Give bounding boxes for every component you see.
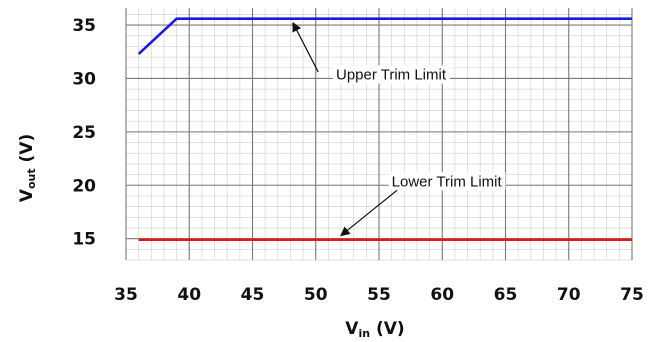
series-layer (137, 17, 632, 241)
x-tick-label: 55 (367, 285, 391, 305)
y-tick-label: 20 (72, 176, 96, 196)
annotation-arrow-upper (292, 21, 319, 73)
y-tick-label: 15 (72, 230, 96, 250)
x-tick-label: 60 (430, 285, 454, 305)
x-tick-label: 40 (177, 285, 201, 305)
annotation-label-bg-upper (332, 65, 450, 84)
x-axis-label: Vin (V) (345, 319, 404, 340)
annotation-arrow-lower (340, 189, 399, 237)
x-tick-label: 75 (620, 285, 644, 305)
annotation-label-bg-lower (388, 172, 506, 191)
x-tick-label: 50 (304, 285, 328, 305)
y-tick-label: 25 (72, 123, 96, 143)
x-tick-label: 70 (557, 285, 581, 305)
x-tick-label: 65 (494, 285, 518, 305)
x-tick-label: 35 (114, 285, 138, 305)
y-tick-label: 35 (72, 16, 96, 36)
y-axis-label: Vout (V) (17, 134, 38, 202)
series-line-upper-trim-limit (137, 17, 632, 55)
annotation-label-lower: Lower Trim Limit (392, 173, 503, 190)
annotation-layer: Upper Trim Limit Lower Trim Limit (292, 21, 506, 237)
annotation-label-upper: Upper Trim Limit (336, 66, 447, 83)
tick-label-layer: 35 40 45 50 55 60 65 70 75 15 20 25 30 35 (72, 16, 644, 305)
y-tick-label: 30 (72, 69, 96, 89)
x-tick-label: 45 (241, 285, 265, 305)
